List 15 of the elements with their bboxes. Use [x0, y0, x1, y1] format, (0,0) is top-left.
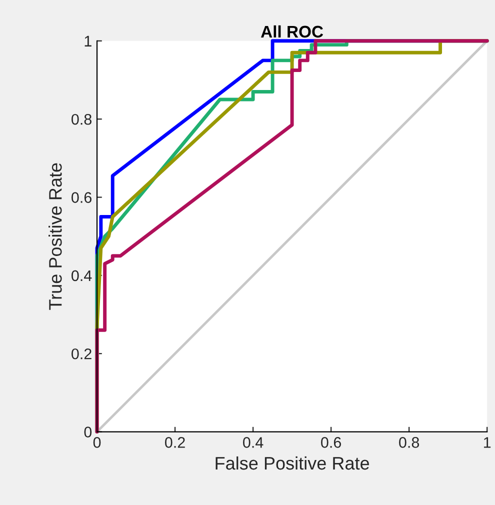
- x-tick-label: 0.8: [399, 437, 420, 448]
- y-axis-title: True Positive Rate: [48, 163, 62, 310]
- y-tick-label: 0.4: [72, 270, 92, 282]
- x-tick-label: 1: [484, 437, 491, 448]
- x-tick-label: 0: [93, 437, 101, 448]
- y-tick-label: 0.8: [72, 114, 92, 125]
- y-tick-label: 0: [84, 426, 92, 438]
- x-axis-title: False Positive Rate: [216, 456, 370, 470]
- x-tick-label: 0.6: [321, 437, 342, 448]
- x-tick-label: 0.4: [243, 437, 264, 448]
- y-tick-label: 1: [84, 36, 92, 46]
- x-tick-label: 0.2: [165, 437, 185, 448]
- y-tick-label: 0.2: [72, 348, 92, 360]
- chart-title: All ROC: [260, 25, 324, 38]
- y-tick-label: 0.6: [72, 192, 92, 203]
